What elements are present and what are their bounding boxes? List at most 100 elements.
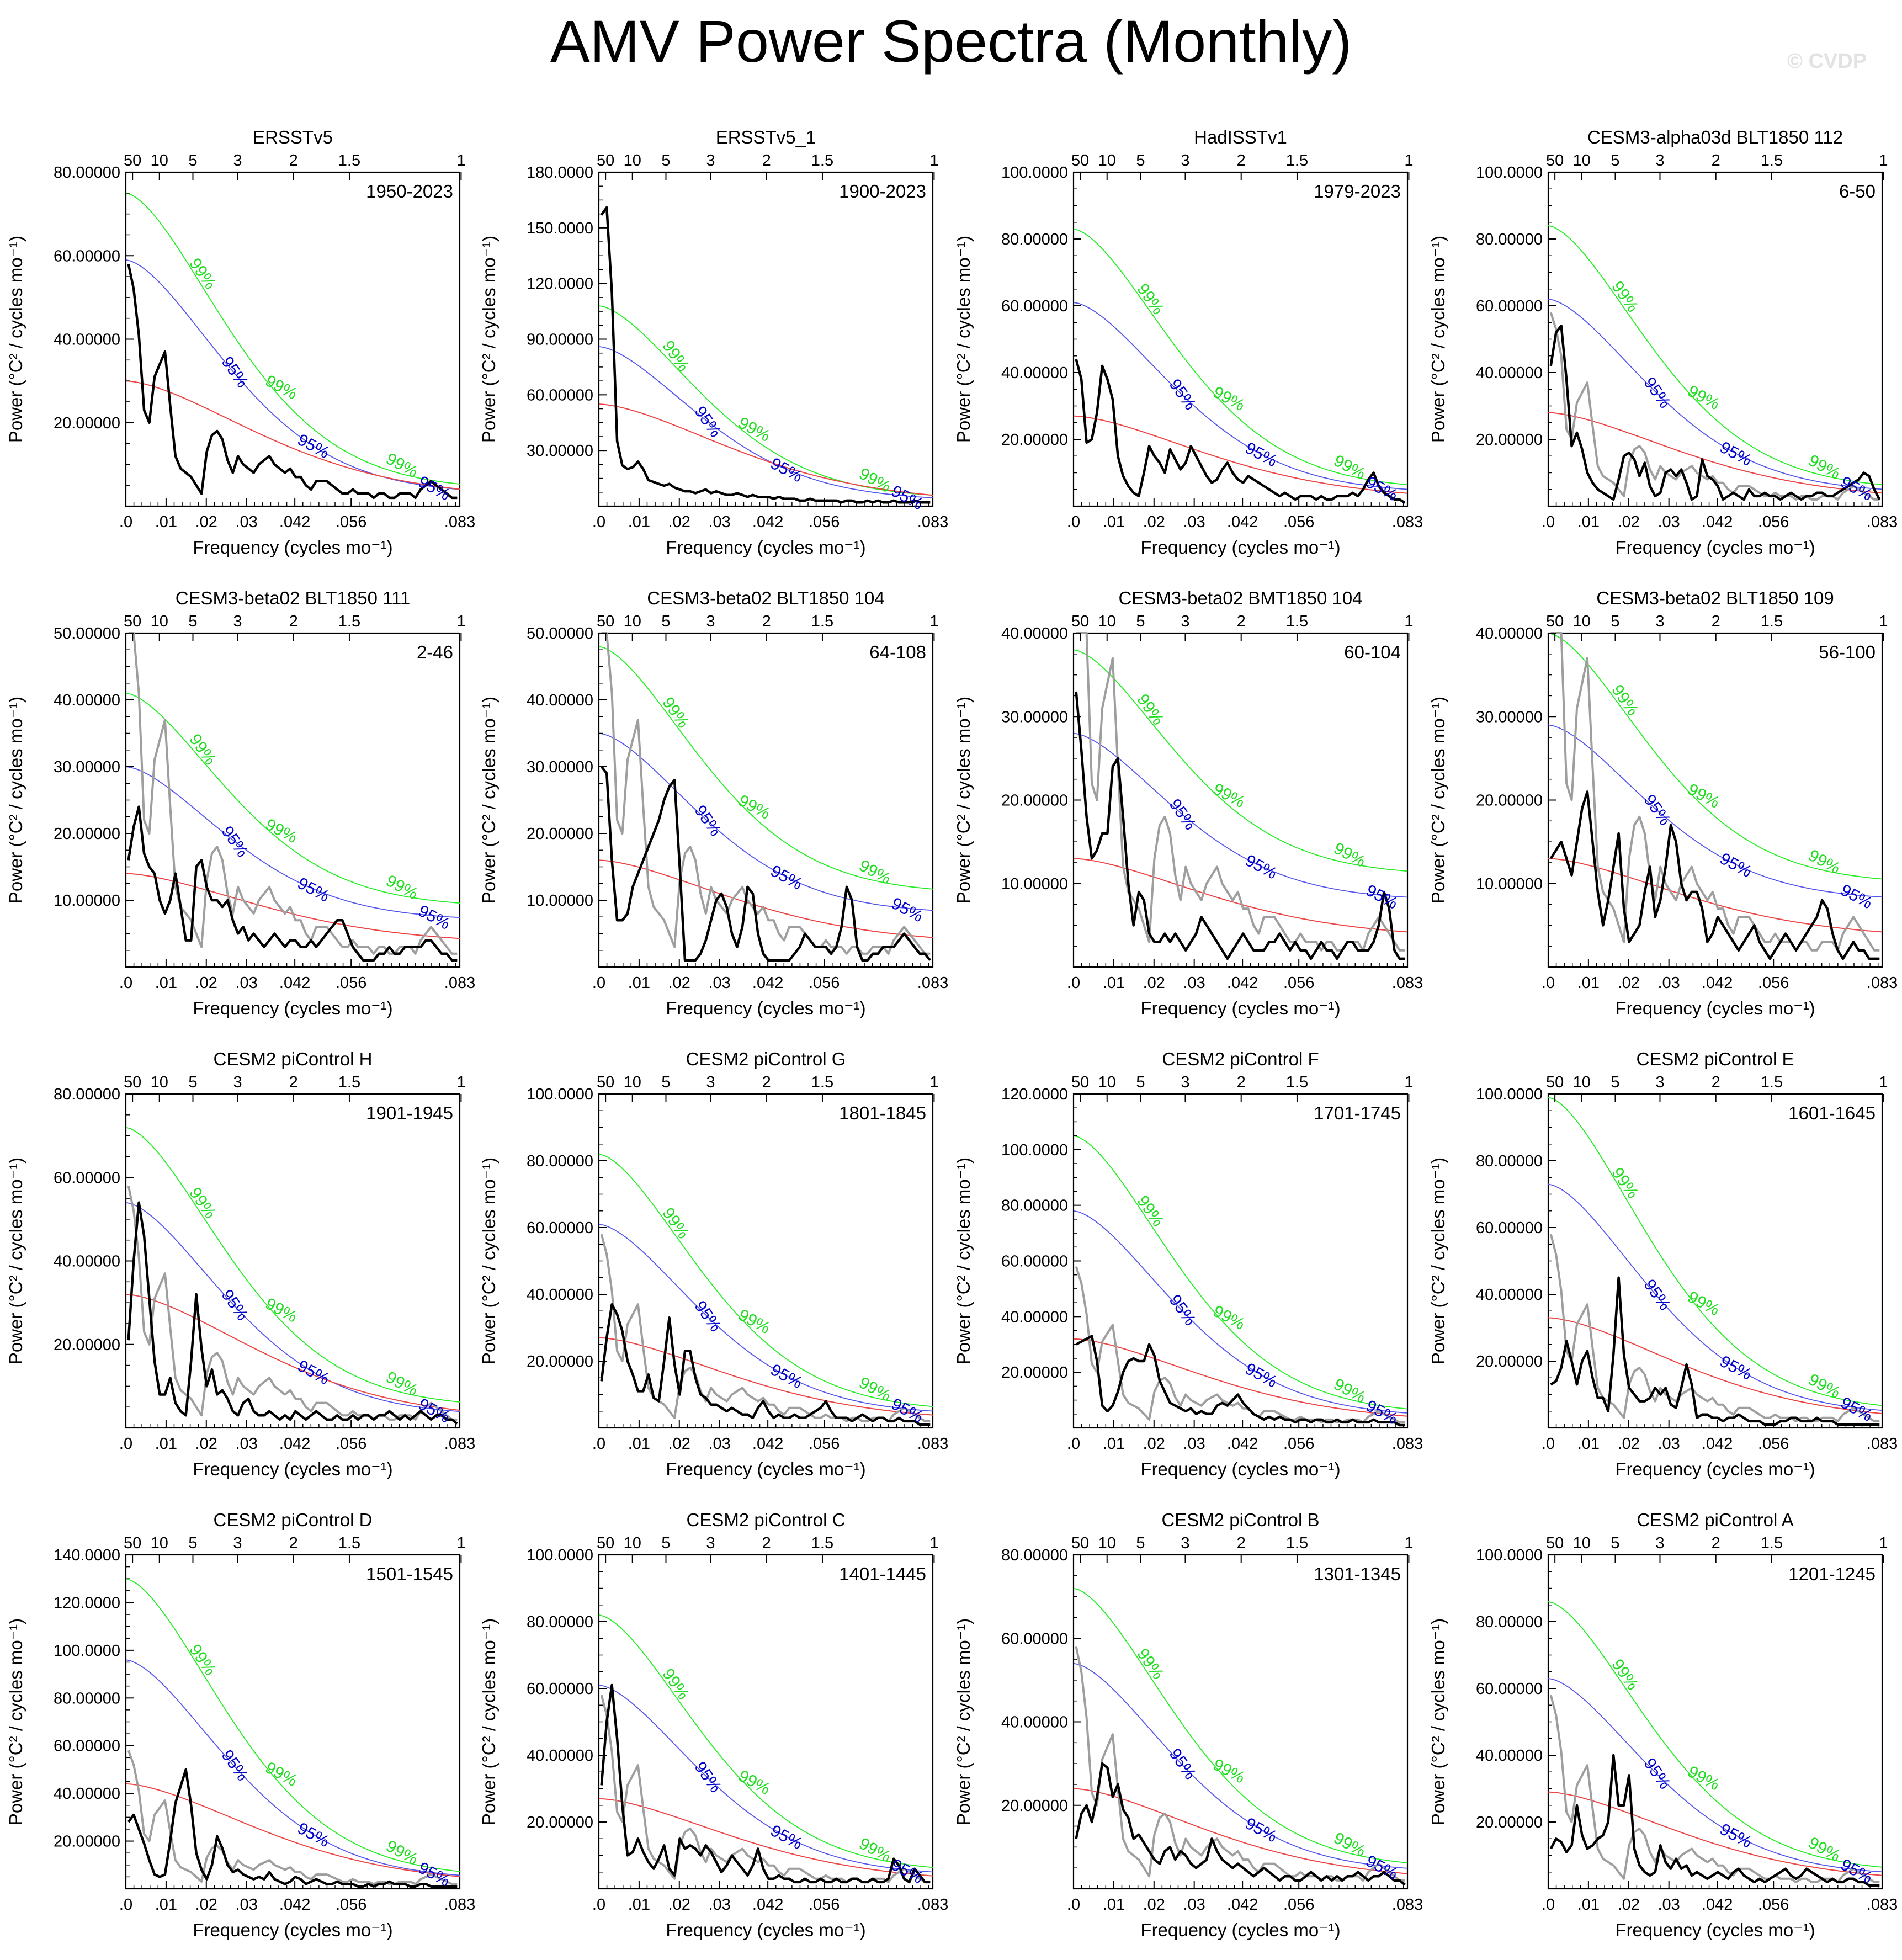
top-tick-label: 5: [661, 1074, 670, 1091]
y-tick-label: 20.00000: [54, 1336, 120, 1354]
ci99-label: 99%: [383, 450, 421, 481]
period-label: 1901-1945: [366, 1103, 453, 1123]
ci99-label: 99%: [658, 694, 692, 731]
plot-frame: [1547, 171, 1883, 507]
spectrum-line: [600, 766, 932, 962]
x-tick-label: .083: [1392, 1435, 1423, 1453]
x-tick-label: .056: [809, 513, 840, 531]
x-tick-label: .03: [1658, 1435, 1680, 1453]
x-tick-label: .0: [1067, 513, 1080, 531]
x-axis-label: Frequency (cycles mo⁻¹): [193, 998, 392, 1018]
top-tick-label: 5: [1611, 1534, 1619, 1552]
x-tick-label: .02: [668, 1435, 690, 1453]
y-tick-label: 20.00000: [527, 1353, 593, 1371]
reference-spectrum-line: [127, 1750, 458, 1885]
top-tick-label: 10: [624, 1074, 641, 1091]
y-axis-label: Power (°C² / cycles mo⁻¹): [479, 236, 499, 443]
x-tick-label: .03: [1183, 513, 1205, 531]
y-tick-label: 100.0000: [527, 1086, 593, 1103]
panel-1: 99%99%99%95%95%95%ERSSTv51950-2023.0.01.…: [6, 127, 475, 557]
panel-title: CESM3-beta02 BLT1850 104: [647, 588, 885, 608]
ci99-label: 99%: [658, 1665, 692, 1703]
top-tick-label: 1.5: [811, 613, 833, 630]
red-noise-curve: [125, 1294, 460, 1411]
ci95-label: 95%: [691, 403, 725, 440]
panel-title: CESM3-beta02 BMT1850 104: [1118, 588, 1362, 608]
x-tick-label: .03: [1658, 974, 1680, 992]
y-tick-label: 80.00000: [1001, 1197, 1068, 1215]
x-tick-label: .056: [809, 974, 840, 992]
x-tick-label: .03: [709, 1896, 731, 1914]
x-tick-label: .083: [1867, 974, 1898, 992]
top-tick-label: 5: [188, 152, 197, 169]
ci95-label: 95%: [295, 874, 333, 906]
ci95-curve: [598, 1224, 933, 1412]
panel-title: CESM3-beta02 BLT1850 111: [176, 588, 411, 608]
ci99-label: 99%: [856, 465, 894, 496]
y-tick-label: 60.00000: [54, 1738, 120, 1755]
x-axis-label: Frequency (cycles mo⁻¹): [666, 1920, 865, 1940]
x-tick-label: .03: [709, 513, 731, 531]
panel-14: 99%99%99%95%95%95%CESM2 piControl C1401-…: [479, 1510, 948, 1940]
y-tick-label: 20.00000: [1001, 1797, 1068, 1815]
top-tick-label: 1.5: [1761, 152, 1783, 169]
top-tick-label: 3: [706, 152, 715, 169]
x-tick-label: .02: [1618, 974, 1640, 992]
y-tick-label: 20.00000: [54, 825, 120, 843]
spectrum-line: [600, 206, 931, 504]
top-tick-label: 1: [929, 1074, 938, 1091]
spectrum-line: [1075, 1762, 1406, 1886]
top-tick-label: 50: [1546, 1074, 1564, 1091]
top-tick-label: 1.5: [811, 152, 833, 169]
reference-spectrum-line: [127, 1185, 458, 1421]
ci95-label: 95%: [295, 431, 333, 462]
red-noise-curve: [598, 859, 933, 938]
x-tick-label: .03: [236, 1435, 258, 1453]
period-label: 1501-1545: [366, 1564, 453, 1584]
ci99-label: 99%: [735, 792, 773, 823]
x-tick-label: .083: [444, 513, 475, 531]
top-tick-label: 3: [233, 1074, 242, 1091]
x-tick-label: .042: [752, 1435, 783, 1453]
ci95-label: 95%: [1166, 376, 1199, 413]
plot-frame: [125, 632, 461, 968]
panel-8: 99%99%99%95%95%95%CESM3-beta02 BLT1850 1…: [1428, 588, 1898, 1018]
ci95-label: 95%: [1640, 1755, 1674, 1792]
y-tick-label: 80.00000: [1476, 1152, 1543, 1170]
x-tick-label: .042: [279, 513, 310, 531]
x-tick-label: .056: [336, 974, 366, 992]
x-tick-label: .0: [119, 513, 132, 531]
spectrum-line: [127, 263, 458, 500]
period-label: 1701-1745: [1314, 1103, 1401, 1123]
y-tick-label: 80.00000: [1001, 1547, 1068, 1564]
ci99-label: 99%: [383, 1837, 421, 1868]
x-tick-label: .01: [1103, 1435, 1125, 1453]
x-tick-label: .056: [1283, 513, 1314, 531]
x-tick-label: .056: [1283, 974, 1314, 992]
y-axis-label: Power (°C² / cycles mo⁻¹): [953, 1618, 974, 1825]
x-tick-label: .056: [1758, 974, 1789, 992]
top-tick-label: 1.5: [1286, 1534, 1308, 1552]
red-noise-curve: [125, 380, 460, 490]
x-tick-label: .042: [1227, 1896, 1258, 1914]
ci95-curve: [598, 346, 933, 498]
x-tick-label: .02: [668, 513, 690, 531]
y-tick-label: 80.00000: [527, 1613, 593, 1631]
ci95-curve: [1548, 1183, 1883, 1411]
ci99-curve: [1548, 1097, 1883, 1406]
top-tick-label: 1: [1879, 1534, 1888, 1552]
panel-title: HadISSTv1: [1194, 127, 1287, 147]
y-tick-label: 80.00000: [54, 1690, 120, 1707]
ci99-label: 99%: [658, 1204, 692, 1242]
x-tick-label: .02: [1143, 1896, 1165, 1914]
x-axis-label: Frequency (cycles mo⁻¹): [1140, 998, 1340, 1018]
top-tick-label: 5: [1611, 1074, 1619, 1091]
x-tick-label: .01: [155, 513, 177, 531]
ci95-label: 95%: [888, 1856, 926, 1887]
spectrum-line: [1549, 790, 1880, 960]
y-tick-label: 180.0000: [527, 164, 593, 182]
top-tick-label: 5: [188, 1534, 197, 1552]
x-tick-label: .01: [1103, 974, 1125, 992]
top-tick-label: 10: [1573, 1074, 1591, 1091]
reference-spectrum-line: [1549, 1695, 1880, 1883]
